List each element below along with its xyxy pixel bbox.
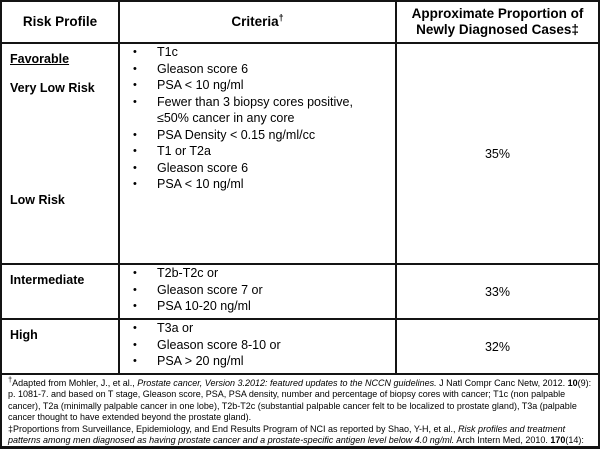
bullet-icon: • xyxy=(133,128,137,141)
list-item: • PSA 10-20 ng/ml xyxy=(130,298,385,315)
criteria-text: PSA < 10 ng/ml xyxy=(157,78,244,92)
criteria-text: Criteria xyxy=(231,14,279,29)
very-low-risk-criteria-list: • T1c • Gleason score 6 • PSA < 10 ng/ml • F… xyxy=(120,44,395,143)
list-item: • Fewer than 3 biopsy cores positive, ≤50… xyxy=(130,94,385,127)
bullet-icon: • xyxy=(133,79,137,91)
header-cell-criteria: Criteria† xyxy=(120,2,397,44)
bullet-icon: • xyxy=(133,46,137,58)
intermediate-criteria-cell: • T2b-T2c or • Gleason score 7 or • PSA 10-… xyxy=(120,265,397,320)
criteria-text: T3a or xyxy=(157,321,194,335)
list-item: • PSA Density < 0.15 ng/ml/cc xyxy=(130,127,385,144)
footnote-segment: Risk profiles and treatment patterns amo… xyxy=(8,423,566,446)
bullet-icon: • xyxy=(133,338,137,351)
footnote-segment: † xyxy=(8,375,13,384)
header-criteria-label: Criteria† xyxy=(231,12,284,30)
intermediate-criteria-list: • T2b-T2c or • Gleason score 7 or • PSA 10-… xyxy=(120,265,395,315)
low-risk-criteria-list: • T1 or T2a • Gleason score 6 • PSA < 10 ng… xyxy=(120,143,395,193)
footnote-segment: J Natl Compr Canc Netw, 2012. xyxy=(436,378,568,388)
dagger-mark: † xyxy=(278,12,284,23)
footnotes-cell: †Adapted from Mohler, J., et al., Prosta… xyxy=(2,375,598,446)
high-proportion-cell: 32% xyxy=(397,320,598,375)
header-proportion-label: Approximate Proportion of Newly Diagnose… xyxy=(411,6,584,37)
criteria-text: PSA 10-20 ng/ml xyxy=(157,299,251,313)
bullet-icon: • xyxy=(133,300,137,312)
list-item: • Gleason score 8-10 or xyxy=(130,337,385,354)
bullet-icon: • xyxy=(133,267,137,279)
header-cell-risk-profile: Risk Profile xyxy=(2,2,120,44)
low-risk-label: Low Risk xyxy=(10,193,65,207)
favorable-label-cell: Favorable Very Low Risk Low Risk xyxy=(2,44,120,265)
high-label: High xyxy=(10,328,38,342)
header-risk-profile-label: Risk Profile xyxy=(22,14,98,29)
footnote-adapted: †Adapted from Mohler, J., et al., Prosta… xyxy=(8,375,592,424)
bullet-icon: • xyxy=(133,283,137,296)
footnote-segment: (9): p. 1081-7. and based on T stage, Gl… xyxy=(8,378,592,423)
list-item: • Gleason score 6 xyxy=(130,160,385,177)
favorable-criteria-cell: • T1c • Gleason score 6 • PSA < 10 ng/ml • F… xyxy=(120,44,397,265)
intermediate-label: Intermediate xyxy=(10,273,85,287)
list-item: • T1c xyxy=(130,44,385,61)
footnote-segment: 10 xyxy=(567,378,578,388)
criteria-text: T1 or T2a xyxy=(157,144,211,158)
footnote-segment: 170 xyxy=(550,435,566,446)
bullet-icon: • xyxy=(133,322,137,334)
criteria-text: PSA Density < 0.15 ng/ml/cc xyxy=(157,127,316,142)
header-cell-proportion: Approximate Proportion of Newly Diagnose… xyxy=(397,2,598,44)
list-item: • T1 or T2a xyxy=(130,143,385,160)
very-low-risk-label: Very Low Risk xyxy=(10,81,95,95)
list-item: • Gleason score 7 or xyxy=(130,282,385,299)
list-item: • PSA < 10 ng/ml xyxy=(130,77,385,94)
footnote-proportions: ‡Proportions from Surveillance, Epidemio… xyxy=(8,424,592,446)
high-label-cell: High xyxy=(2,320,120,375)
footnote-segment: (14): p. 1256-61. xyxy=(565,435,584,446)
proportion-value: 32% xyxy=(484,339,511,354)
bullet-icon: • xyxy=(133,178,137,190)
criteria-text: PSA > 20 ng/ml xyxy=(157,354,244,368)
favorable-group-label: Favorable xyxy=(10,52,70,66)
bullet-icon: • xyxy=(133,161,137,174)
bullet-icon: • xyxy=(133,355,137,367)
footnote-segment: ‡Proportions from Surveillance, Epidemio… xyxy=(8,423,459,434)
proportion-value: 33% xyxy=(484,284,511,299)
criteria-text: Gleason score 6 xyxy=(157,61,249,76)
criteria-text: T1c xyxy=(157,45,178,59)
criteria-text: PSA < 10 ng/ml xyxy=(157,177,244,191)
footnote-segment: Prostate cancer, Version 3.2012: feature… xyxy=(137,378,437,388)
list-item: • T2b-T2c or xyxy=(130,265,385,282)
list-item: • PSA > 20 ng/ml xyxy=(130,353,385,370)
criteria-text: Gleason score 7 or xyxy=(157,282,263,297)
criteria-text: Gleason score 6 xyxy=(157,160,249,175)
criteria-text: Gleason score 8-10 or xyxy=(157,337,281,352)
list-item: • PSA < 10 ng/ml xyxy=(130,176,385,193)
favorable-proportion-cell: 35% xyxy=(397,44,598,265)
high-criteria-cell: • T3a or • Gleason score 8-10 or • PSA > 20… xyxy=(120,320,397,375)
intermediate-proportion-cell: 33% xyxy=(397,265,598,320)
intermediate-label-cell: Intermediate xyxy=(2,265,120,320)
bullet-icon: • xyxy=(133,95,137,108)
footnote-segment: Arch Intern Med, 2010. xyxy=(454,435,551,446)
bullet-icon: • xyxy=(133,62,137,75)
list-item: • Gleason score 6 xyxy=(130,61,385,78)
bullet-icon: • xyxy=(133,145,137,157)
criteria-text: Fewer than 3 biopsy cores positive, ≤50%… xyxy=(157,94,353,126)
criteria-text: T2b-T2c or xyxy=(157,266,219,280)
list-item: • T3a or xyxy=(130,320,385,337)
footnote-segment: Adapted from Mohler, J., et al., xyxy=(12,378,138,388)
proportion-value: 35% xyxy=(484,146,511,161)
high-criteria-list: • T3a or • Gleason score 8-10 or • PSA > 20… xyxy=(120,320,395,370)
